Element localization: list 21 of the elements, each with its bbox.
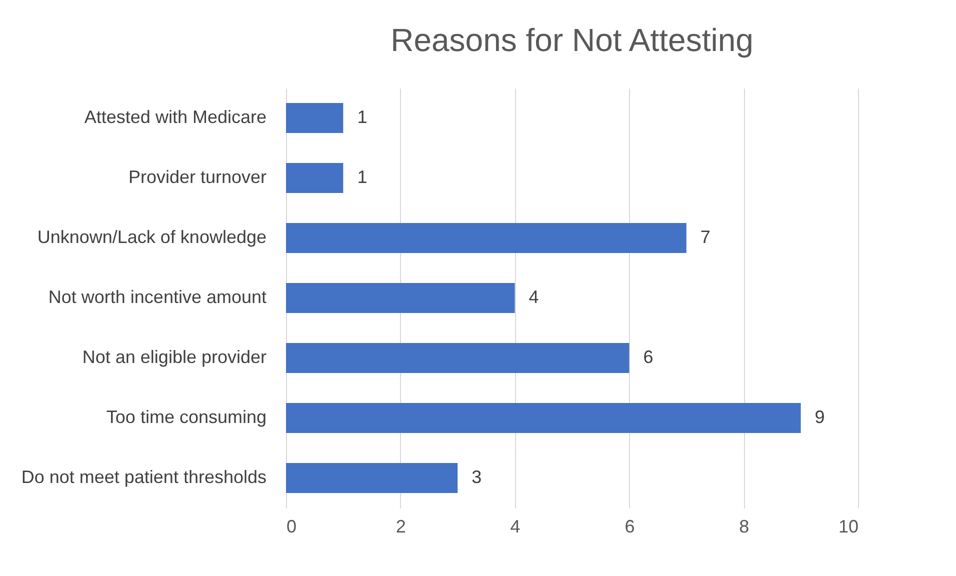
x-tick-label: 4 xyxy=(510,516,520,536)
chart-title: Reasons for Not Attesting xyxy=(390,22,754,58)
y-tick-label: Unknown/Lack of knowledge xyxy=(37,227,266,247)
y-tick-label: Do not meet patient thresholds xyxy=(21,467,266,487)
x-tick-label: 2 xyxy=(396,516,406,536)
x-tick-label: 10 xyxy=(838,516,858,536)
data-label: 9 xyxy=(814,407,825,427)
x-tick-label: 6 xyxy=(624,516,635,536)
data-label: 4 xyxy=(528,287,539,307)
x-tick-label: 0 xyxy=(286,516,297,536)
data-label: 3 xyxy=(472,467,482,487)
y-tick-label: Not worth incentive amount xyxy=(48,287,266,307)
y-tick-label: Provider turnover xyxy=(128,167,266,187)
y-tick-label: Attested with Medicare xyxy=(84,107,266,127)
data-label: 6 xyxy=(643,347,654,367)
y-tick-label: Not an eligible provider xyxy=(82,347,266,367)
data-label: 1 xyxy=(357,107,368,127)
data-label: 1 xyxy=(357,167,368,187)
x-tick-label: 8 xyxy=(739,516,750,536)
data-label: 7 xyxy=(700,227,710,247)
y-tick-label: Too time consuming xyxy=(106,407,266,427)
